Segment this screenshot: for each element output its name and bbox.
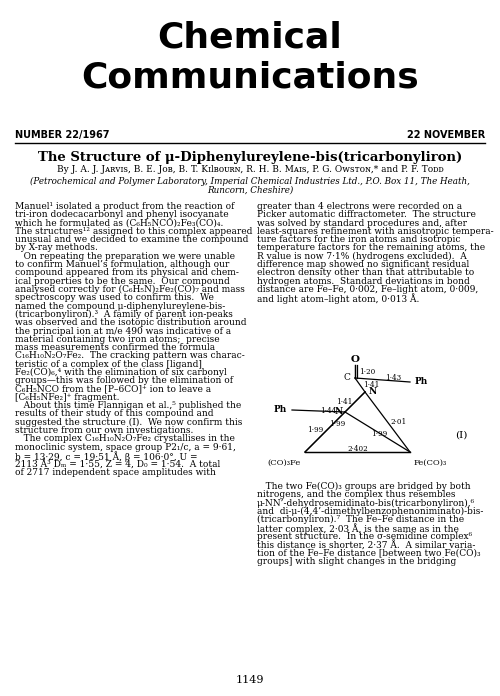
Text: to confirm Manuel’s formulation, although our: to confirm Manuel’s formulation, althoug…: [15, 260, 230, 269]
Text: structure from our own investigations.: structure from our own investigations.: [15, 426, 194, 435]
Text: Picker automatic diffractometer.  The structure: Picker automatic diffractometer. The str…: [257, 210, 476, 219]
Text: teristic of a complex of the class [ligand]: teristic of a complex of the class [liga…: [15, 360, 202, 369]
Text: Runcorn, Cheshire): Runcorn, Cheshire): [207, 186, 293, 194]
Text: spectroscopy was used to confirm this.  We: spectroscopy was used to confirm this. W…: [15, 293, 214, 302]
Text: monoclinic system, space group P2₁/c, a = 9·61,: monoclinic system, space group P2₁/c, a …: [15, 443, 236, 452]
Text: 1·99: 1·99: [307, 426, 323, 434]
Text: temperature factors for the remaining atoms, the: temperature factors for the remaining at…: [257, 244, 485, 253]
Text: greater than 4 electrons were recorded on a: greater than 4 electrons were recorded o…: [257, 202, 462, 211]
Text: N: N: [335, 406, 343, 416]
Text: Ph: Ph: [415, 377, 428, 386]
Text: Fe₂(CO)₆,⁴ with the elimination of six carbonyl: Fe₂(CO)₆,⁴ with the elimination of six c…: [15, 368, 227, 377]
Text: The complex C₁₆H₁₀N₂O₇Fe₂ crystallises in the: The complex C₁₆H₁₀N₂O₇Fe₂ crystallises i…: [15, 434, 235, 443]
Text: suggested the structure (I).  We now confirm this: suggested the structure (I). We now conf…: [15, 418, 242, 427]
Text: mass measurements confirmed the formula: mass measurements confirmed the formula: [15, 343, 215, 352]
Text: NUMBER 22/1967: NUMBER 22/1967: [15, 130, 110, 140]
Text: (I): (I): [455, 431, 468, 439]
Text: 2·402: 2·402: [347, 445, 368, 453]
Text: nitrogens, and the complex thus resembles: nitrogens, and the complex thus resemble…: [257, 490, 456, 499]
Text: The structures¹² assigned to this complex appeared: The structures¹² assigned to this comple…: [15, 227, 252, 236]
Text: and  di-μ-(4,4’-dimethylbenzophenoniminato)-bis-: and di-μ-(4,4’-dimethylbenzophenoniminat…: [257, 507, 484, 516]
Text: least-squares refinement with anisotropic tempera-: least-squares refinement with anisotropi…: [257, 227, 494, 236]
Text: 1·43: 1·43: [386, 374, 402, 382]
Text: latter complex, 2·03 Å, is the same as in the: latter complex, 2·03 Å, is the same as i…: [257, 523, 459, 535]
Text: and light atom–light atom, 0·013 Å.: and light atom–light atom, 0·013 Å.: [257, 293, 420, 304]
Text: 2113 Å³ Dₘ = 1·55, Z = 4, D₀ = 1·54.  A total: 2113 Å³ Dₘ = 1·55, Z = 4, D₀ = 1·54. A t…: [15, 459, 220, 469]
Text: 1·99: 1·99: [329, 420, 345, 428]
Text: named the compound μ-diphenylureylene-bis-: named the compound μ-diphenylureylene-bi…: [15, 301, 225, 310]
Text: b = 13·29, c = 19·51 Å, β = 106·0°, U =: b = 13·29, c = 19·51 Å, β = 106·0°, U =: [15, 451, 198, 461]
Text: by X-ray methods.: by X-ray methods.: [15, 244, 98, 253]
Text: unusual and we decided to examine the compound: unusual and we decided to examine the co…: [15, 235, 248, 244]
Text: Communications: Communications: [81, 61, 419, 95]
Text: results of their study of this compound and: results of their study of this compound …: [15, 409, 214, 418]
Text: difference map showed no significant residual: difference map showed no significant res…: [257, 260, 469, 269]
Text: 1·41: 1·41: [336, 398, 352, 406]
Text: 1·99: 1·99: [372, 430, 388, 438]
Text: the principal ion at m/e 490 was indicative of a: the principal ion at m/e 490 was indicat…: [15, 326, 231, 335]
Text: By J. A. J. Jᴀʀvɪs, B. E. Jᴏʙ, B. T. Kɪlʙᴏᴜʀɴ, R. H. B. Mᴀɪs, P. G. Oᴡsᴛᴏɴ,* and: By J. A. J. Jᴀʀvɪs, B. E. Jᴏʙ, B. T. Kɪl…: [56, 166, 444, 175]
Text: The Structure of μ-Diphenylureylene-bis(tricarbonyliron): The Structure of μ-Diphenylureylene-bis(…: [38, 152, 462, 164]
Text: electron density other than that attributable to: electron density other than that attribu…: [257, 269, 474, 278]
Text: ture factors for the iron atoms and isotropic: ture factors for the iron atoms and isot…: [257, 235, 460, 244]
Text: tion of the Fe–Fe distance [between two Fe(CO)₃: tion of the Fe–Fe distance [between two …: [257, 548, 480, 557]
Text: O: O: [350, 354, 360, 363]
Text: 2·01: 2·01: [390, 418, 407, 426]
Text: About this time Flannigan et al.,⁵ published the: About this time Flannigan et al.,⁵ publi…: [15, 401, 241, 410]
Text: 1·20: 1·20: [359, 367, 375, 376]
Text: Ph: Ph: [274, 406, 287, 415]
Text: which he formulated as (C₆H₅NCO)₂Fe₃(CO)₄.: which he formulated as (C₆H₅NCO)₂Fe₃(CO)…: [15, 219, 224, 228]
Text: (tricarbonyliron).⁷  The Fe–Fe distance in the: (tricarbonyliron).⁷ The Fe–Fe distance i…: [257, 515, 464, 524]
Text: C: C: [343, 374, 350, 383]
Text: μ-NN’-dehydrosemidinato-bis(tricarbonyliron),⁶: μ-NN’-dehydrosemidinato-bis(tricarbonyli…: [257, 498, 475, 507]
Text: analysed correctly for (C₆H₅N)₂Fe₂(CO)₇ and mass: analysed correctly for (C₆H₅N)₂Fe₂(CO)₇ …: [15, 285, 245, 294]
Text: (Petrochemical and Polymer Laboratory, Imperial Chemical Industries Ltd., P.O. B: (Petrochemical and Polymer Laboratory, I…: [30, 177, 470, 186]
Text: 22 NOVEMBER: 22 NOVEMBER: [407, 130, 485, 140]
Text: The two Fe(CO)₃ groups are bridged by both: The two Fe(CO)₃ groups are bridged by bo…: [257, 482, 470, 491]
Text: present structure.  In the σ-semidine complex⁶: present structure. In the σ-semidine com…: [257, 532, 472, 541]
Text: (tricarbonyliron).³  A family of parent ion-peaks: (tricarbonyliron).³ A family of parent i…: [15, 310, 233, 319]
Text: ical properties to be the same.  Our compound: ical properties to be the same. Our comp…: [15, 277, 230, 285]
Text: material containing two iron atoms;  precise: material containing two iron atoms; prec…: [15, 335, 220, 344]
Text: tri-iron dodecacarbonyl and phenyl isocyanate: tri-iron dodecacarbonyl and phenyl isocy…: [15, 210, 229, 219]
Text: (CO)₃Fe: (CO)₃Fe: [268, 459, 301, 467]
Text: distance are Fe–Fe, 0·002, Fe–light atom, 0·009,: distance are Fe–Fe, 0·002, Fe–light atom…: [257, 285, 478, 294]
Text: of 2717 independent space amplitudes with: of 2717 independent space amplitudes wit…: [15, 468, 216, 477]
Text: hydrogen atoms.  Standard deviations in bond: hydrogen atoms. Standard deviations in b…: [257, 277, 470, 285]
Text: R value is now 7·1% (hydrogens excluded).  A: R value is now 7·1% (hydrogens excluded)…: [257, 252, 467, 261]
Text: 1·44: 1·44: [320, 407, 337, 415]
Text: C₆H₅NCO from the [P–6CO]⁺ ion to leave a: C₆H₅NCO from the [P–6CO]⁺ ion to leave a: [15, 385, 211, 394]
Text: 1·41: 1·41: [363, 381, 380, 389]
Text: Chemical: Chemical: [158, 21, 342, 55]
Text: 1149: 1149: [236, 675, 264, 685]
Text: Fe(CO)₃: Fe(CO)₃: [414, 459, 448, 467]
Text: [C₆H₅NFe₂]⁺ fragment.: [C₆H₅NFe₂]⁺ fragment.: [15, 393, 120, 402]
Text: was solved by standard procedures and, after: was solved by standard procedures and, a…: [257, 219, 467, 228]
Text: groups—this was followed by the elimination of: groups—this was followed by the eliminat…: [15, 377, 233, 386]
Text: was observed and the isotopic distribution around: was observed and the isotopic distributi…: [15, 318, 246, 327]
Text: C₁₆H₁₀N₂O₇Fe₂.  The cracking pattern was charac-: C₁₆H₁₀N₂O₇Fe₂. The cracking pattern was …: [15, 351, 245, 361]
Text: N: N: [369, 388, 378, 397]
Text: groups] with slight changes in the bridging: groups] with slight changes in the bridg…: [257, 557, 456, 566]
Text: Manuel¹ isolated a product from the reaction of: Manuel¹ isolated a product from the reac…: [15, 202, 234, 211]
Text: this distance is shorter, 2·37 Å.  A similar varia-: this distance is shorter, 2·37 Å. A simi…: [257, 540, 476, 551]
Text: On repeating the preparation we were unable: On repeating the preparation we were una…: [15, 252, 235, 261]
Text: compound appeared from its physical and chem-: compound appeared from its physical and …: [15, 269, 239, 278]
